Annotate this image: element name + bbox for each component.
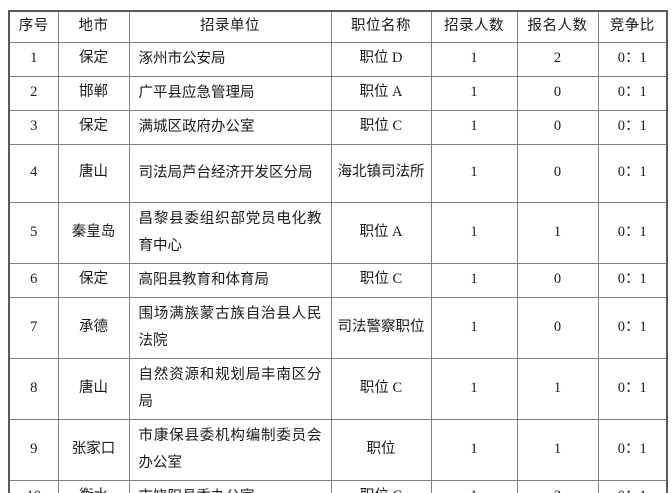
cell-no: 7 [8,296,59,359]
cell-applicants: 0 [516,262,599,298]
cell-ratio: 0：1 [597,418,668,481]
cell-applicants: 0 [516,75,599,111]
column-header-no: 序号 [8,10,59,43]
cell-no: 8 [8,357,59,420]
cell-position: 职位 A [330,201,432,264]
column-header-position: 职位名称 [330,10,432,43]
cell-unit: 司法局芦台经济开发区分局 [128,143,332,203]
cell-applicants: 1 [516,201,599,264]
column-header-recruit: 招录人数 [430,10,518,43]
table-row: 3 保定 满城区政府办公室 职位 C 1 0 0：1 [8,109,668,145]
cell-city: 唐山 [57,143,130,203]
cell-ratio: 0：1 [597,201,668,264]
cell-position: 职位 [330,418,432,481]
table-row: 2 邯郸 广平县应急管理局 职位 A 1 0 0：1 [8,75,668,111]
cell-city: 承德 [57,296,130,359]
cell-no: 9 [8,418,59,481]
cell-position: 职位 D [330,41,432,77]
cell-ratio: 0：1 [597,479,668,493]
cell-unit: 自然资源和规划局丰南区分局 [128,357,332,420]
cell-no: 6 [8,262,59,298]
cell-recruit: 1 [430,357,518,420]
cell-recruit: 1 [430,41,518,77]
cell-unit: 涿州市公安局 [128,41,332,77]
cell-no: 1 [8,41,59,77]
cell-recruit: 1 [430,201,518,264]
cell-recruit: 1 [430,143,518,203]
table-row: 10 衡水 市饶阳县委办公室 职位 C 1 2 0：1 [8,479,668,493]
cell-ratio: 0：1 [597,296,668,359]
cell-city: 保定 [57,109,130,145]
cell-ratio: 0：1 [597,109,668,145]
cell-city: 唐山 [57,357,130,420]
cell-applicants: 0 [516,143,599,203]
cell-no: 10 [8,479,59,493]
cell-applicants: 1 [516,357,599,420]
cell-city: 秦皇岛 [57,201,130,264]
cell-unit: 满城区政府办公室 [128,109,332,145]
cell-applicants: 2 [516,41,599,77]
table-row: 7 承德 围场满族蒙古族自治县人民法院 司法警察职位 1 0 0：1 [8,296,668,359]
cell-no: 4 [8,143,59,203]
cell-recruit: 1 [430,262,518,298]
column-header-city: 地市 [57,10,130,43]
cell-no: 5 [8,201,59,264]
cell-position: 职位 A [330,75,432,111]
column-header-ratio: 竞争比 [597,10,668,43]
table-row: 6 保定 高阳县教育和体育局 职位 C 1 0 0：1 [8,262,668,298]
table-row: 4 唐山 司法局芦台经济开发区分局 海北镇司法所 1 0 0：1 [8,143,668,203]
cell-ratio: 0：1 [597,41,668,77]
cell-ratio: 0：1 [597,357,668,420]
cell-no: 3 [8,109,59,145]
cell-position: 职位 C [330,109,432,145]
table-row: 9 张家口 市康保县委机构编制委员会办公室 职位 1 1 0：1 [8,418,668,481]
recruitment-table: 序号 地市 招录单位 职位名称 招录人数 报名人数 竞争比 1 保定 涿州市公安… [8,10,668,493]
cell-applicants: 2 [516,479,599,493]
cell-unit: 昌黎县委组织部党员电化教育中心 [128,201,332,264]
cell-no: 2 [8,75,59,111]
cell-city: 邯郸 [57,75,130,111]
cell-position: 职位 C [330,262,432,298]
cell-recruit: 1 [430,418,518,481]
cell-position: 司法警察职位 [330,296,432,359]
cell-recruit: 1 [430,109,518,145]
cell-applicants: 0 [516,109,599,145]
cell-position: 职位 C [330,357,432,420]
cell-recruit: 1 [430,75,518,111]
cell-ratio: 0：1 [597,262,668,298]
cell-city: 张家口 [57,418,130,481]
column-header-applicant: 报名人数 [516,10,599,43]
cell-position: 海北镇司法所 [330,143,432,203]
table-row: 8 唐山 自然资源和规划局丰南区分局 职位 C 1 1 0：1 [8,357,668,420]
cell-city: 保定 [57,41,130,77]
cell-unit: 市饶阳县委办公室 [128,479,332,493]
cell-unit: 高阳县教育和体育局 [128,262,332,298]
cell-city: 保定 [57,262,130,298]
cell-position: 职位 C [330,479,432,493]
cell-unit: 围场满族蒙古族自治县人民法院 [128,296,332,359]
cell-recruit: 1 [430,296,518,359]
cell-unit: 广平县应急管理局 [128,75,332,111]
cell-applicants: 1 [516,418,599,481]
cell-city: 衡水 [57,479,130,493]
cell-applicants: 0 [516,296,599,359]
cell-recruit: 1 [430,479,518,493]
table-row: 1 保定 涿州市公安局 职位 D 1 2 0：1 [8,41,668,77]
column-header-unit: 招录单位 [128,10,332,43]
cell-unit: 市康保县委机构编制委员会办公室 [128,418,332,481]
cell-ratio: 0：1 [597,143,668,203]
cell-ratio: 0：1 [597,75,668,111]
table-row: 5 秦皇岛 昌黎县委组织部党员电化教育中心 职位 A 1 1 0：1 [8,201,668,264]
header-row: 序号 地市 招录单位 职位名称 招录人数 报名人数 竞争比 [8,10,668,43]
